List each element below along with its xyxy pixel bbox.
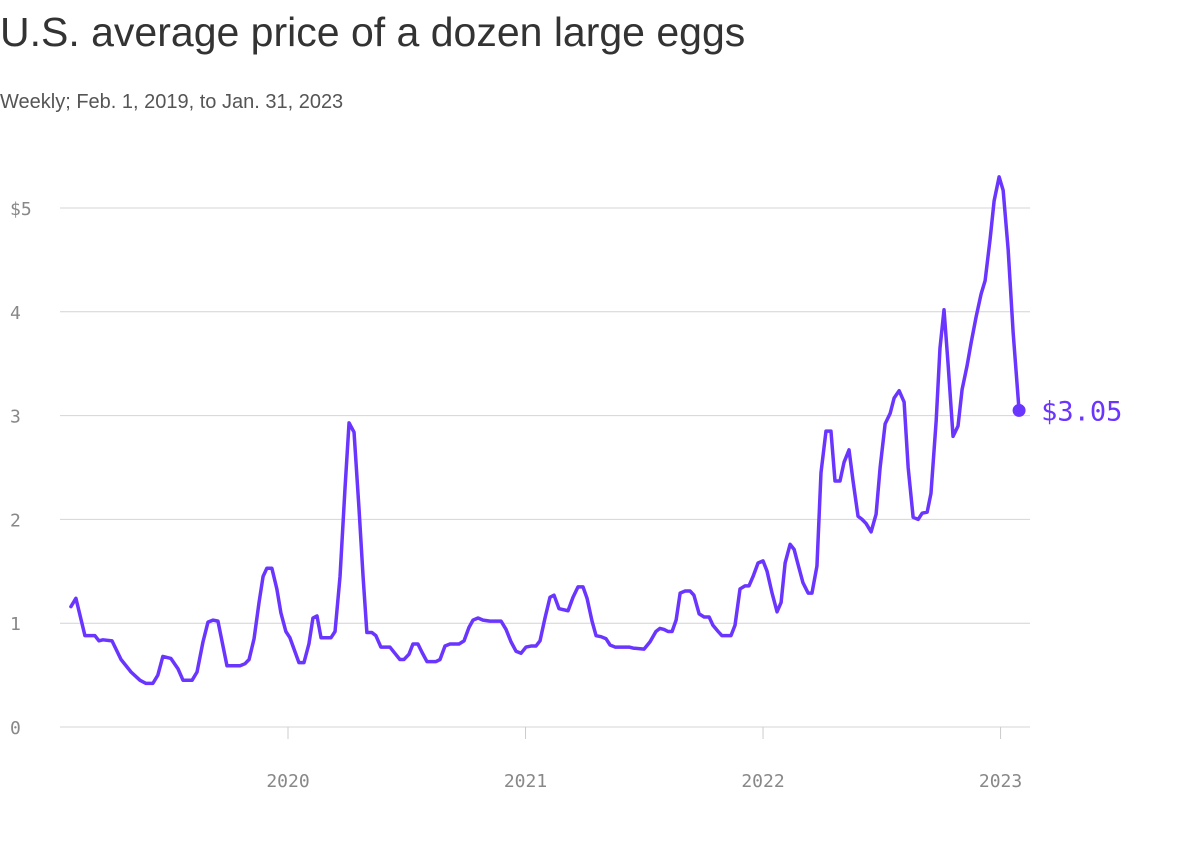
end-value-label: $3.05 bbox=[1041, 396, 1122, 427]
x-tick-label: 2020 bbox=[266, 771, 309, 792]
y-tick-label: 1 bbox=[10, 614, 21, 635]
y-tick-label: 2 bbox=[10, 510, 21, 531]
chart-title: U.S. average price of a dozen large eggs bbox=[0, 9, 745, 55]
y-tick-label: 3 bbox=[10, 407, 21, 428]
price-line bbox=[69, 175, 1021, 686]
x-tick-label: 2023 bbox=[979, 771, 1022, 792]
x-tick-label: 2022 bbox=[741, 771, 784, 792]
end-point bbox=[1012, 403, 1026, 417]
y-tick-label: 4 bbox=[10, 303, 21, 324]
y-tick-label: $5 bbox=[10, 199, 32, 220]
x-tick-label: 2021 bbox=[504, 771, 547, 792]
y-tick-label: 0 bbox=[10, 718, 21, 739]
chart-subtitle: Weekly; Feb. 1, 2019, to Jan. 31, 2023 bbox=[0, 91, 343, 113]
